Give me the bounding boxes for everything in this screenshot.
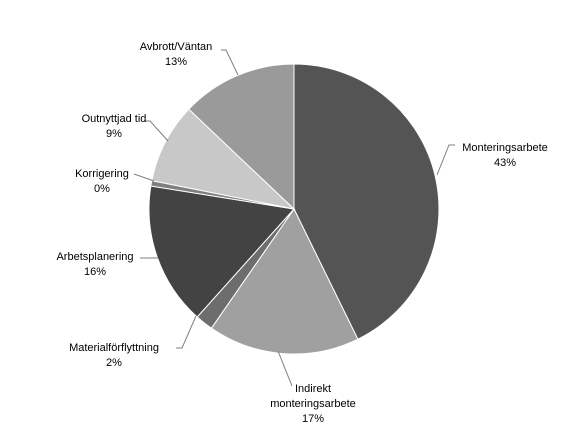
data-label-outnyttjad-tid: Outnyttjad tid 9% xyxy=(82,113,147,140)
leader-lines-layer xyxy=(133,49,455,387)
data-label-percent: 43% xyxy=(494,157,516,169)
leader-line-indirekt-monteringsarbete xyxy=(277,350,293,387)
data-label-percent: 16% xyxy=(84,266,106,278)
data-label-avbrott-väntan: Avbrott/Väntan 13% xyxy=(140,41,213,68)
data-label-name: Outnyttjad tid xyxy=(82,113,147,125)
leader-line-monteringsarbete xyxy=(436,144,455,176)
data-label-percent: 2% xyxy=(106,357,122,369)
data-label-monteringsarbete: Monteringsarbete 43% xyxy=(462,142,548,169)
data-label-korrigering: Korrigering 0% xyxy=(75,168,129,195)
data-label-percent: 9% xyxy=(106,128,122,140)
pie-slice-monteringsarbete xyxy=(293,63,440,340)
pie-slice-arbetsplanering xyxy=(148,185,295,318)
pie-slice-outnyttjad-tid xyxy=(151,108,296,210)
data-label-percent: 13% xyxy=(165,56,187,68)
labels-layer: Monteringsarbete 43% Indirekt monteringsarb… xyxy=(56,41,547,425)
data-label-percent: 0% xyxy=(94,183,110,195)
data-label-name: Materialförflyttning xyxy=(69,342,159,354)
data-label-name: Korrigering xyxy=(75,168,129,180)
pie-slice-indirekt-monteringsarbete xyxy=(210,208,359,355)
leader-line-avbrott-väntan xyxy=(221,49,239,76)
data-label-name: Arbetsplanering xyxy=(56,251,133,263)
data-label-indirekt-monteringsarbete: Indirekt monteringsarbete 17% xyxy=(270,383,356,425)
data-label-materialförflyttning: Materialförflyttning 2% xyxy=(69,342,159,369)
data-label-name: Indirekt xyxy=(295,383,331,395)
leader-line-outnyttjad-tid xyxy=(144,120,169,142)
leader-line-korrigering xyxy=(133,173,155,182)
slices-layer xyxy=(148,63,440,355)
leader-line-materialförflyttning xyxy=(176,315,197,349)
data-label-name: Monteringsarbete xyxy=(462,142,548,154)
data-label-arbetsplanering: Arbetsplanering 16% xyxy=(56,251,133,278)
data-label-name: monteringsarbete xyxy=(270,398,356,410)
data-label-percent: 17% xyxy=(302,413,324,425)
pie-slice-avbrott-väntan xyxy=(188,63,295,211)
data-label-name: Avbrott/Väntan xyxy=(140,41,213,53)
